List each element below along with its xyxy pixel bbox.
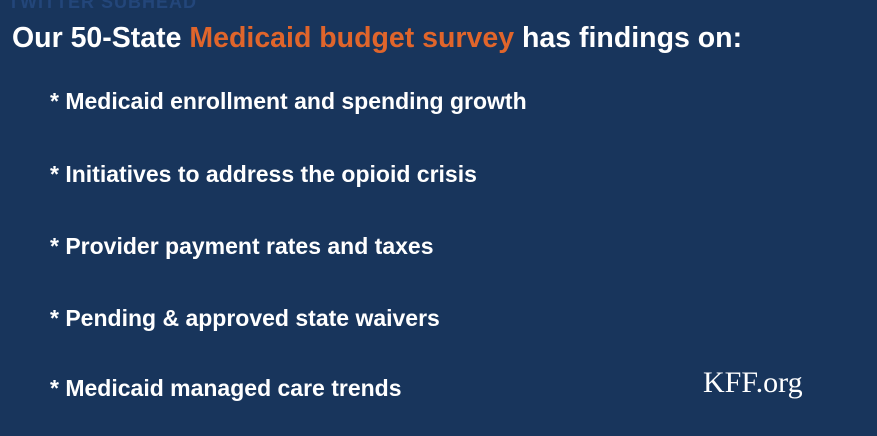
- finding: * Provider payment rates and taxes: [50, 233, 434, 259]
- title: Our 50-State Medicaid budget survey has …: [12, 22, 742, 55]
- finding: * Medicaid enrollment and spending growt…: [50, 88, 527, 114]
- source: KFF.org: [703, 366, 803, 399]
- watermark: TWITTER SUBHEAD: [8, 0, 197, 12]
- title-text: has findings on:: [522, 22, 743, 54]
- title-text: Our 50-State: [12, 22, 182, 54]
- finding: * Pending & approved state waivers: [50, 305, 440, 331]
- finding: * Medicaid managed care trends: [50, 375, 402, 401]
- title-highlight: Medicaid budget survey: [189, 22, 515, 54]
- finding: * Initiatives to address the opioid cris…: [50, 161, 477, 187]
